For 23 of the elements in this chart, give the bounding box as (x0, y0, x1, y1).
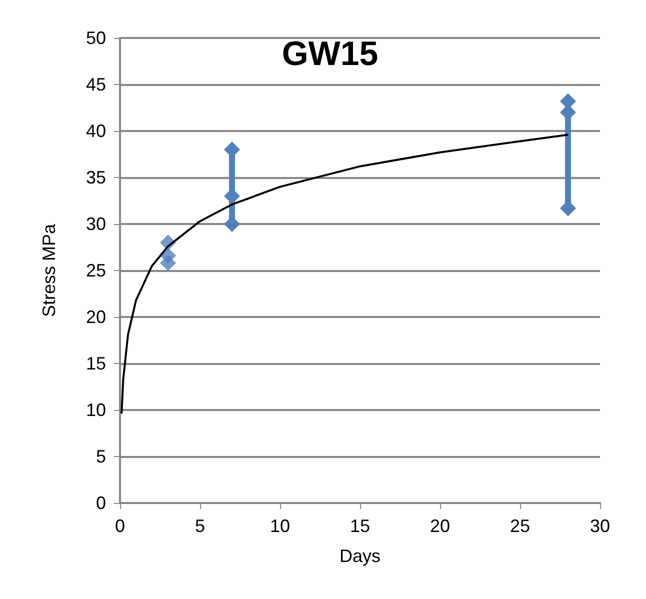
point (160, 255, 176, 272)
y-tick-label: 25 (86, 260, 106, 280)
y-axis-title: Stress MPa (39, 223, 59, 318)
y-tick-label: 35 (86, 168, 106, 188)
y-tick-label: 0 (96, 493, 106, 513)
y-tick-label: 45 (86, 74, 106, 94)
y-tick-label: 30 (86, 214, 106, 234)
x-tick-label: 0 (114, 516, 126, 536)
y-tick-label: 10 (86, 400, 106, 420)
y-tick-label: 40 (86, 121, 106, 141)
x-tick-label: 10 (270, 516, 290, 536)
x-tick-label: 15 (350, 516, 370, 536)
x-tick-label: 5 (194, 516, 206, 536)
y-tick-label: 50 (86, 28, 106, 48)
y-tick-label: 20 (86, 307, 106, 327)
y-tick-label: 5 (96, 446, 106, 466)
x-axis-title: Days (339, 546, 381, 566)
y-tick-label: 15 (86, 354, 106, 374)
x-tick-label: 25 (510, 516, 530, 536)
line-series (120, 134, 569, 415)
x-tick-label: 20 (430, 516, 450, 536)
chart-title: GW15 (282, 35, 378, 73)
x-tick-label: 30 (590, 516, 610, 536)
